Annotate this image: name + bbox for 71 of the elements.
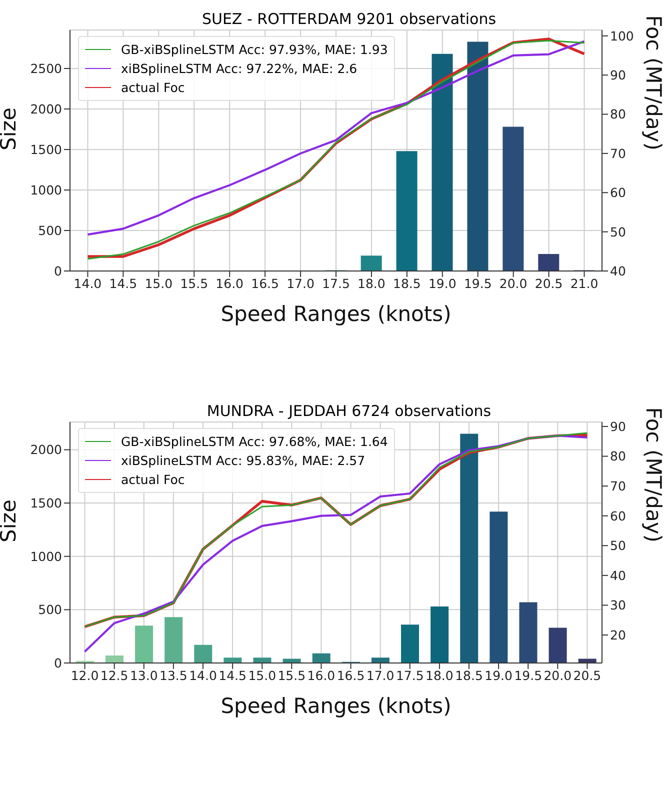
x-tick-label: 20.0 bbox=[544, 668, 572, 683]
y2-tick-label: 100 bbox=[610, 28, 634, 44]
x-tick-label: 14.5 bbox=[218, 668, 246, 683]
x-tick-label: 20.5 bbox=[534, 276, 563, 291]
y-tick-label: 1500 bbox=[30, 142, 62, 157]
x-axis-title: Speed Ranges (knots) bbox=[220, 694, 452, 718]
x-tick-label: 18.5 bbox=[455, 668, 483, 683]
x-tick-label: 21.0 bbox=[570, 276, 598, 291]
legend-label: xiBSplineLSTM Acc: 97.22%, MAE: 2.6 bbox=[121, 61, 358, 76]
x-tick-label: 16.5 bbox=[336, 668, 365, 683]
x-tick-label: 19.5 bbox=[464, 276, 492, 291]
y2-tick-label: 70 bbox=[610, 146, 626, 161]
x-tick-label: 16.5 bbox=[251, 276, 279, 291]
x-axis-title: Speed Ranges (knots) bbox=[220, 302, 452, 326]
x-tick-label: 17.5 bbox=[322, 276, 350, 291]
x-tick-label: 17.0 bbox=[286, 276, 314, 291]
legend-label: actual Foc bbox=[121, 80, 185, 95]
y-tick-label: 2500 bbox=[30, 60, 62, 76]
x-tick-label: 18.5 bbox=[393, 276, 421, 291]
y2-tick-label: 60 bbox=[610, 508, 626, 524]
chart-title: MUNDRA - JEDDAH 6724 observations bbox=[206, 402, 492, 420]
x-tick-label: 15.0 bbox=[248, 668, 276, 683]
x-tick-label: 19.0 bbox=[484, 668, 513, 683]
y2-tick-label: 80 bbox=[610, 448, 626, 464]
y-tick-label: 500 bbox=[38, 602, 62, 618]
y-tick-label: 2000 bbox=[30, 101, 62, 116]
x-tick-label: 17.5 bbox=[396, 668, 424, 683]
x-tick-label: 16.0 bbox=[307, 668, 336, 683]
legend-label: actual Foc bbox=[121, 472, 185, 487]
y-tick-label: 0 bbox=[54, 263, 62, 278]
y-tick-label: 500 bbox=[38, 222, 62, 238]
x-tick-label: 13.5 bbox=[160, 668, 188, 683]
y-tick-label: 1000 bbox=[30, 548, 62, 564]
x-tick-label: 20.0 bbox=[499, 276, 528, 291]
y2-tick-label: 40 bbox=[610, 568, 626, 583]
legend-label: GB-xiBSplineLSTM Acc: 97.93%, MAE: 1.93 bbox=[121, 42, 388, 57]
y2-tick-label: 50 bbox=[610, 224, 626, 240]
y2-tick-label: 60 bbox=[610, 185, 626, 200]
x-tick-label: 14.5 bbox=[109, 276, 138, 291]
legend-label: xiBSplineLSTM Acc: 95.83%, MAE: 2.57 bbox=[121, 453, 366, 468]
y2-tick-label: 90 bbox=[610, 68, 626, 83]
x-tick-label: 19.0 bbox=[428, 276, 456, 291]
y2-tick-label: 30 bbox=[610, 598, 626, 613]
y2-axis-title: Foc (MT/day) bbox=[642, 407, 666, 542]
y-tick-label: 0 bbox=[54, 655, 62, 670]
y2-tick-label: 90 bbox=[610, 418, 626, 434]
y2-tick-label: 40 bbox=[610, 263, 626, 278]
x-tick-label: 12.5 bbox=[100, 668, 128, 683]
x-tick-label: 15.5 bbox=[180, 276, 208, 291]
x-tick-label: 18.0 bbox=[426, 668, 454, 683]
x-tick-label: 15.5 bbox=[278, 668, 306, 683]
y2-tick-label: 50 bbox=[610, 538, 626, 554]
x-tick-label: 12.0 bbox=[70, 668, 99, 683]
x-tick-label: 15.0 bbox=[144, 276, 173, 291]
y2-tick-label: 80 bbox=[610, 106, 626, 122]
y-tick-label: 1000 bbox=[30, 182, 62, 198]
y-tick-label: 2000 bbox=[30, 442, 62, 458]
x-tick-label: 18.0 bbox=[358, 276, 386, 291]
x-tick-label: 16.0 bbox=[216, 276, 244, 291]
y2-tick-label: 70 bbox=[610, 478, 626, 494]
x-tick-label: 13.0 bbox=[130, 668, 158, 683]
x-tick-label: 14.0 bbox=[74, 276, 102, 291]
chart-title: SUEZ - ROTTERDAM 9201 observations bbox=[200, 10, 498, 28]
x-tick-label: 14.0 bbox=[189, 668, 217, 683]
x-tick-label: 20.5 bbox=[573, 668, 602, 683]
x-tick-label: 17.0 bbox=[366, 668, 394, 683]
legend-label: GB-xiBSplineLSTM Acc: 97.68%, MAE: 1.64 bbox=[121, 434, 388, 449]
y2-tick-label: 20 bbox=[610, 627, 626, 642]
x-tick-label: 19.5 bbox=[514, 668, 542, 683]
y2-axis-title: Foc (MT/day) bbox=[642, 15, 666, 150]
y-tick-label: 1500 bbox=[30, 495, 62, 510]
